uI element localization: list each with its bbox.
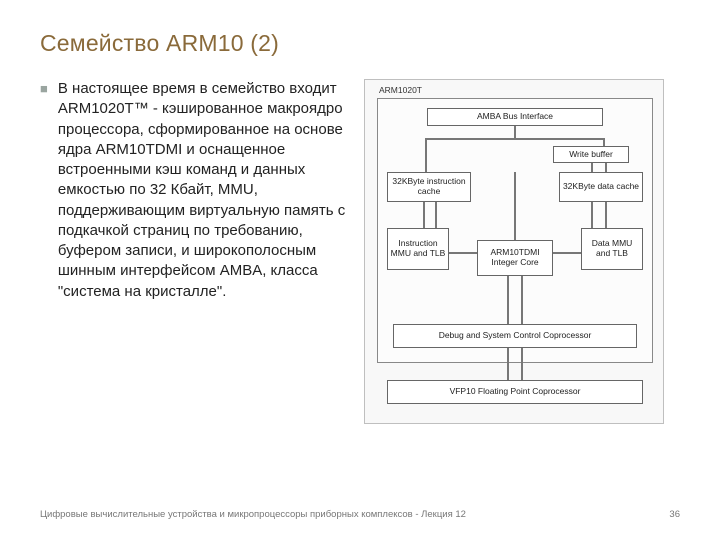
connector — [605, 163, 607, 172]
block-write_buf: Write buffer — [553, 146, 629, 163]
slide: Семейство ARM10 (2) ■ В настоящее время … — [0, 0, 720, 540]
block-amba: AMBA Bus Interface — [427, 108, 603, 126]
connector — [521, 276, 523, 324]
connector — [514, 172, 516, 240]
block-debug: Debug and System Control Coprocessor — [393, 324, 637, 348]
body-paragraph: В настоящее время в семейство входит ARM… — [58, 79, 350, 302]
content-row: ■ В настоящее время в семейство входит A… — [40, 79, 680, 424]
connector — [425, 138, 427, 172]
connector — [507, 276, 509, 324]
chip-label: ARM1020T — [379, 85, 422, 95]
block-icache: 32KByte instruction cache — [387, 172, 471, 202]
connector — [605, 202, 607, 228]
connector — [591, 202, 593, 228]
connector — [435, 202, 437, 228]
block-vfp: VFP10 Floating Point Coprocessor — [387, 380, 643, 404]
footer: Цифровые вычислительные устройства и мик… — [40, 509, 680, 520]
footer-text: Цифровые вычислительные устройства и мик… — [40, 509, 466, 520]
connector — [591, 163, 593, 172]
page-number: 36 — [669, 509, 680, 520]
connector — [521, 348, 523, 380]
block-dmmu: Data MMU and TLB — [581, 228, 643, 270]
slide-title: Семейство ARM10 (2) — [40, 30, 680, 57]
text-column: ■ В настоящее время в семейство входит A… — [40, 79, 350, 302]
block-core: ARM10TDMI Integer Core — [477, 240, 553, 276]
connector — [507, 348, 509, 380]
bullet-icon: ■ — [40, 82, 48, 302]
connector — [553, 252, 581, 254]
arm1020t-diagram: ARM1020T AMBA Bus Interface Write buffer 3… — [364, 79, 664, 424]
block-dcache: 32KByte data cache — [559, 172, 643, 202]
connector — [425, 138, 605, 140]
connector — [423, 202, 425, 228]
connector — [514, 126, 516, 138]
connector — [603, 138, 605, 146]
connector — [449, 252, 477, 254]
block-immu: Instruction MMU and TLB — [387, 228, 449, 270]
diagram-column: ARM1020T AMBA Bus Interface Write buffer 3… — [364, 79, 680, 424]
